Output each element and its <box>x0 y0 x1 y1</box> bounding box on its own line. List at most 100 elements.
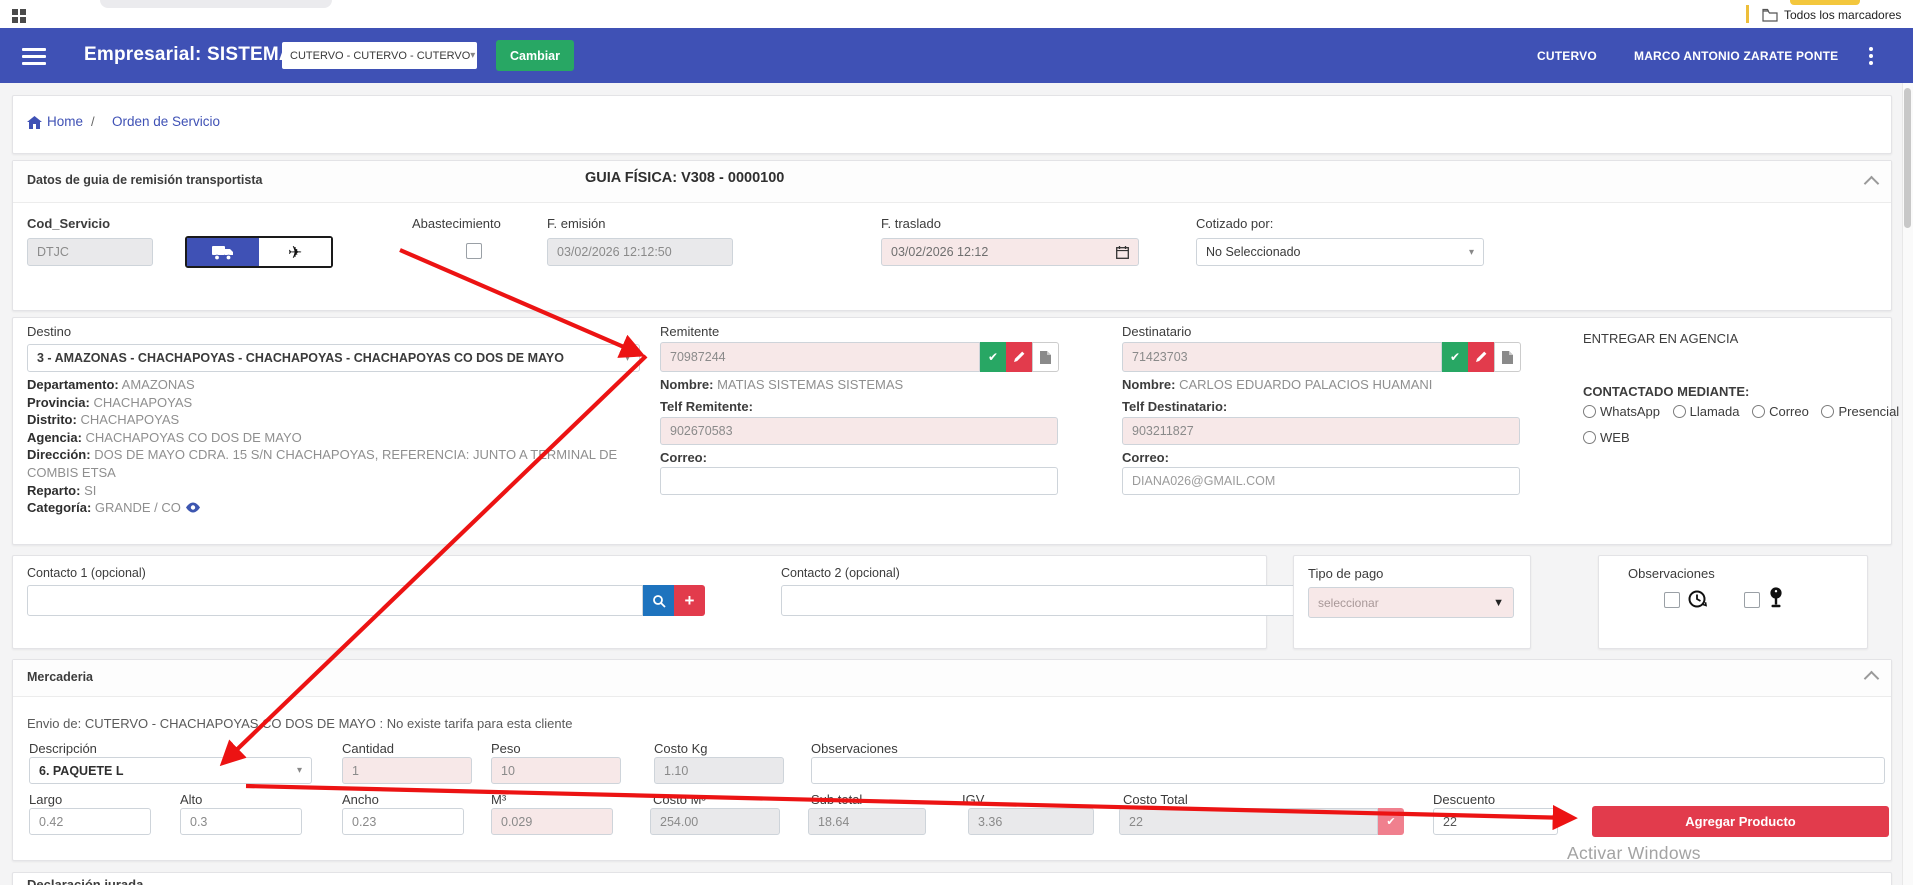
remitente-document-button[interactable] <box>1032 342 1059 372</box>
remitente-confirm-button[interactable]: ✔ <box>980 342 1006 372</box>
remitente-telf-input[interactable]: 902670583 <box>660 417 1058 445</box>
file-icon <box>1040 350 1051 364</box>
abastecimiento-label: Abastecimiento <box>412 216 501 231</box>
scrollbar-track[interactable] <box>1902 83 1913 885</box>
chevron-down-icon: ▾ <box>470 50 476 61</box>
transport-toggle: ✈ <box>185 236 333 268</box>
declaracion-card <box>12 872 1892 885</box>
costo-total-label: Costo Total <box>1123 792 1188 807</box>
plane-icon: ✈ <box>287 242 303 262</box>
activation-watermark: Activar Windows <box>1567 843 1701 863</box>
radio-icon[interactable] <box>1583 405 1596 418</box>
destinatario-telf-input[interactable]: 903211827 <box>1122 417 1520 445</box>
calendar-icon[interactable] <box>1116 245 1129 259</box>
change-button[interactable]: Cambiar <box>496 40 574 71</box>
history-clock-icon <box>1688 590 1707 608</box>
f-emision-input: 03/02/2026 12:12:50 <box>547 238 733 266</box>
descripcion-value: 6. PAQUETE L <box>39 763 124 778</box>
destinatario-confirm-button[interactable]: ✔ <box>1442 342 1468 372</box>
costo-total-input: 22 <box>1119 808 1378 835</box>
radio-presencial[interactable]: Presencial <box>1821 404 1899 419</box>
destino-provincia: Provincia: CHACHAPOYAS <box>27 394 193 410</box>
alto-input[interactable]: 0.3 <box>180 808 302 835</box>
remitente-telf-label: Telf Remitente: <box>660 399 753 414</box>
radio-icon[interactable] <box>1752 405 1766 418</box>
contacto1-search-button[interactable] <box>643 585 674 616</box>
declaracion-title: Declaración jurada <box>27 877 144 885</box>
envio-info: Envio de: CUTERVO - CHACHAPOYAS CO DOS D… <box>27 716 573 731</box>
hamburger-menu-icon[interactable] <box>22 44 46 69</box>
folder-icon <box>1762 8 1778 22</box>
descuento-input[interactable]: 22 <box>1433 808 1558 835</box>
contacto1-add-button[interactable]: + <box>674 585 705 616</box>
obs-ubicacion-checkbox[interactable] <box>1744 592 1760 608</box>
breadcrumb-home[interactable]: Home <box>47 114 84 129</box>
destinatario-correo-label: Correo: <box>1122 450 1169 465</box>
ancho-input[interactable]: 0.23 <box>342 808 464 835</box>
remitente-doc-input[interactable]: 70987244 <box>660 342 980 372</box>
destino-agencia: Agencia: CHACHAPOYAS CO DOS DE MAYO <box>27 429 302 445</box>
scrollbar-thumb[interactable] <box>1904 88 1911 228</box>
destinatario-document-button[interactable] <box>1494 342 1521 372</box>
destinatario-correo-input[interactable]: DIANA026@GMAIL.COM <box>1122 467 1520 495</box>
remitente-nombre: Nombre: MATIAS SISTEMAS SISTEMAS <box>660 377 904 392</box>
observaciones-item-label: Observaciones <box>811 741 898 756</box>
contacto1-input[interactable] <box>27 585 643 616</box>
plane-toggle-button[interactable]: ✈ <box>259 238 331 266</box>
igv-label: IGV <box>962 792 985 807</box>
truck-toggle-button[interactable] <box>187 238 259 266</box>
destino-details: Departamento: AMAZONAS Provincia: CHACHA… <box>27 376 649 517</box>
costo-kg-input: 1.10 <box>654 757 784 784</box>
cantidad-input: 1 <box>342 757 472 784</box>
observaciones-card <box>1598 555 1868 649</box>
pencil-icon <box>1014 351 1025 362</box>
kebab-menu-icon[interactable] <box>1869 45 1873 66</box>
chevron-down-icon: ▼ <box>1493 596 1504 609</box>
radio-icon[interactable] <box>1672 405 1686 418</box>
radio-llamada[interactable]: Llamada <box>1672 404 1739 419</box>
destinatario-doc-input[interactable]: 71423703 <box>1122 342 1442 372</box>
user-menu[interactable]: MARCO ANTONIO ZARATE PONTE <box>1634 49 1839 63</box>
office-link[interactable]: CUTERVO <box>1537 49 1597 63</box>
obs-hora-checkbox[interactable] <box>1664 592 1680 608</box>
cotizado-label: Cotizado por: <box>1196 216 1274 231</box>
f-traslado-input[interactable]: 03/02/2026 12:12 <box>881 238 1139 266</box>
abastecimiento-checkbox[interactable] <box>466 243 482 259</box>
largo-input[interactable]: 0.42 <box>29 808 151 835</box>
radio-icon[interactable] <box>1821 405 1835 418</box>
remitente-edit-button[interactable] <box>1006 342 1032 372</box>
sub-total-label: Sub total <box>811 792 863 807</box>
radio-correo[interactable]: Correo <box>1752 404 1809 419</box>
radio-icon[interactable] <box>1583 431 1596 444</box>
radio-whatsapp[interactable]: WhatsApp <box>1583 404 1660 419</box>
alto-label: Alto <box>180 792 203 807</box>
cotizado-select[interactable]: No Seleccionado ▾ <box>1196 238 1484 266</box>
branch-select-value: CUTERVO - CUTERVO - CUTERVO <box>290 49 471 62</box>
breadcrumb-current[interactable]: Orden de Servicio <box>112 114 221 129</box>
cantidad-label: Cantidad <box>342 741 395 756</box>
radio-web[interactable]: WEB <box>1583 430 1630 445</box>
observaciones-item-input[interactable] <box>811 757 1885 784</box>
descripcion-select[interactable]: 6. PAQUETE L ▾ <box>29 757 312 784</box>
chevron-down-icon: ▾ <box>1468 246 1474 258</box>
contactado-label: CONTACTADO MEDIANTE: <box>1583 384 1750 399</box>
all-bookmarks-label[interactable]: Todos los marcadores <box>1784 8 1902 22</box>
tipo-pago-select[interactable]: seleccionar ▼ <box>1308 587 1514 618</box>
apps-grid-icon[interactable] <box>12 9 26 23</box>
destinatario-label: Destinatario <box>1122 324 1192 339</box>
ancho-label: Ancho <box>342 792 379 807</box>
search-icon <box>652 594 666 608</box>
remitente-correo-input[interactable] <box>660 467 1058 495</box>
destino-select[interactable]: 3 - AMAZONAS - CHACHAPOYAS - CHACHAPOYAS… <box>27 344 640 372</box>
contactado-options-row: WhatsApp Llamada Correo Presencial <box>1583 404 1899 419</box>
destino-distrito: Distrito: CHACHAPOYAS <box>27 412 180 428</box>
agregar-producto-button[interactable]: Agregar Producto <box>1592 806 1889 837</box>
costo-total-confirm-button[interactable]: ✔ <box>1378 808 1404 835</box>
chevron-down-icon: ▾ <box>296 765 302 776</box>
check-icon: ✔ <box>1449 350 1461 364</box>
eye-icon[interactable] <box>185 502 201 513</box>
peso-label: Peso <box>491 741 521 756</box>
destinatario-edit-button[interactable] <box>1468 342 1494 372</box>
pencil-icon <box>1476 351 1487 362</box>
branch-select[interactable]: CUTERVO - CUTERVO - CUTERVO ▾ <box>282 42 477 69</box>
